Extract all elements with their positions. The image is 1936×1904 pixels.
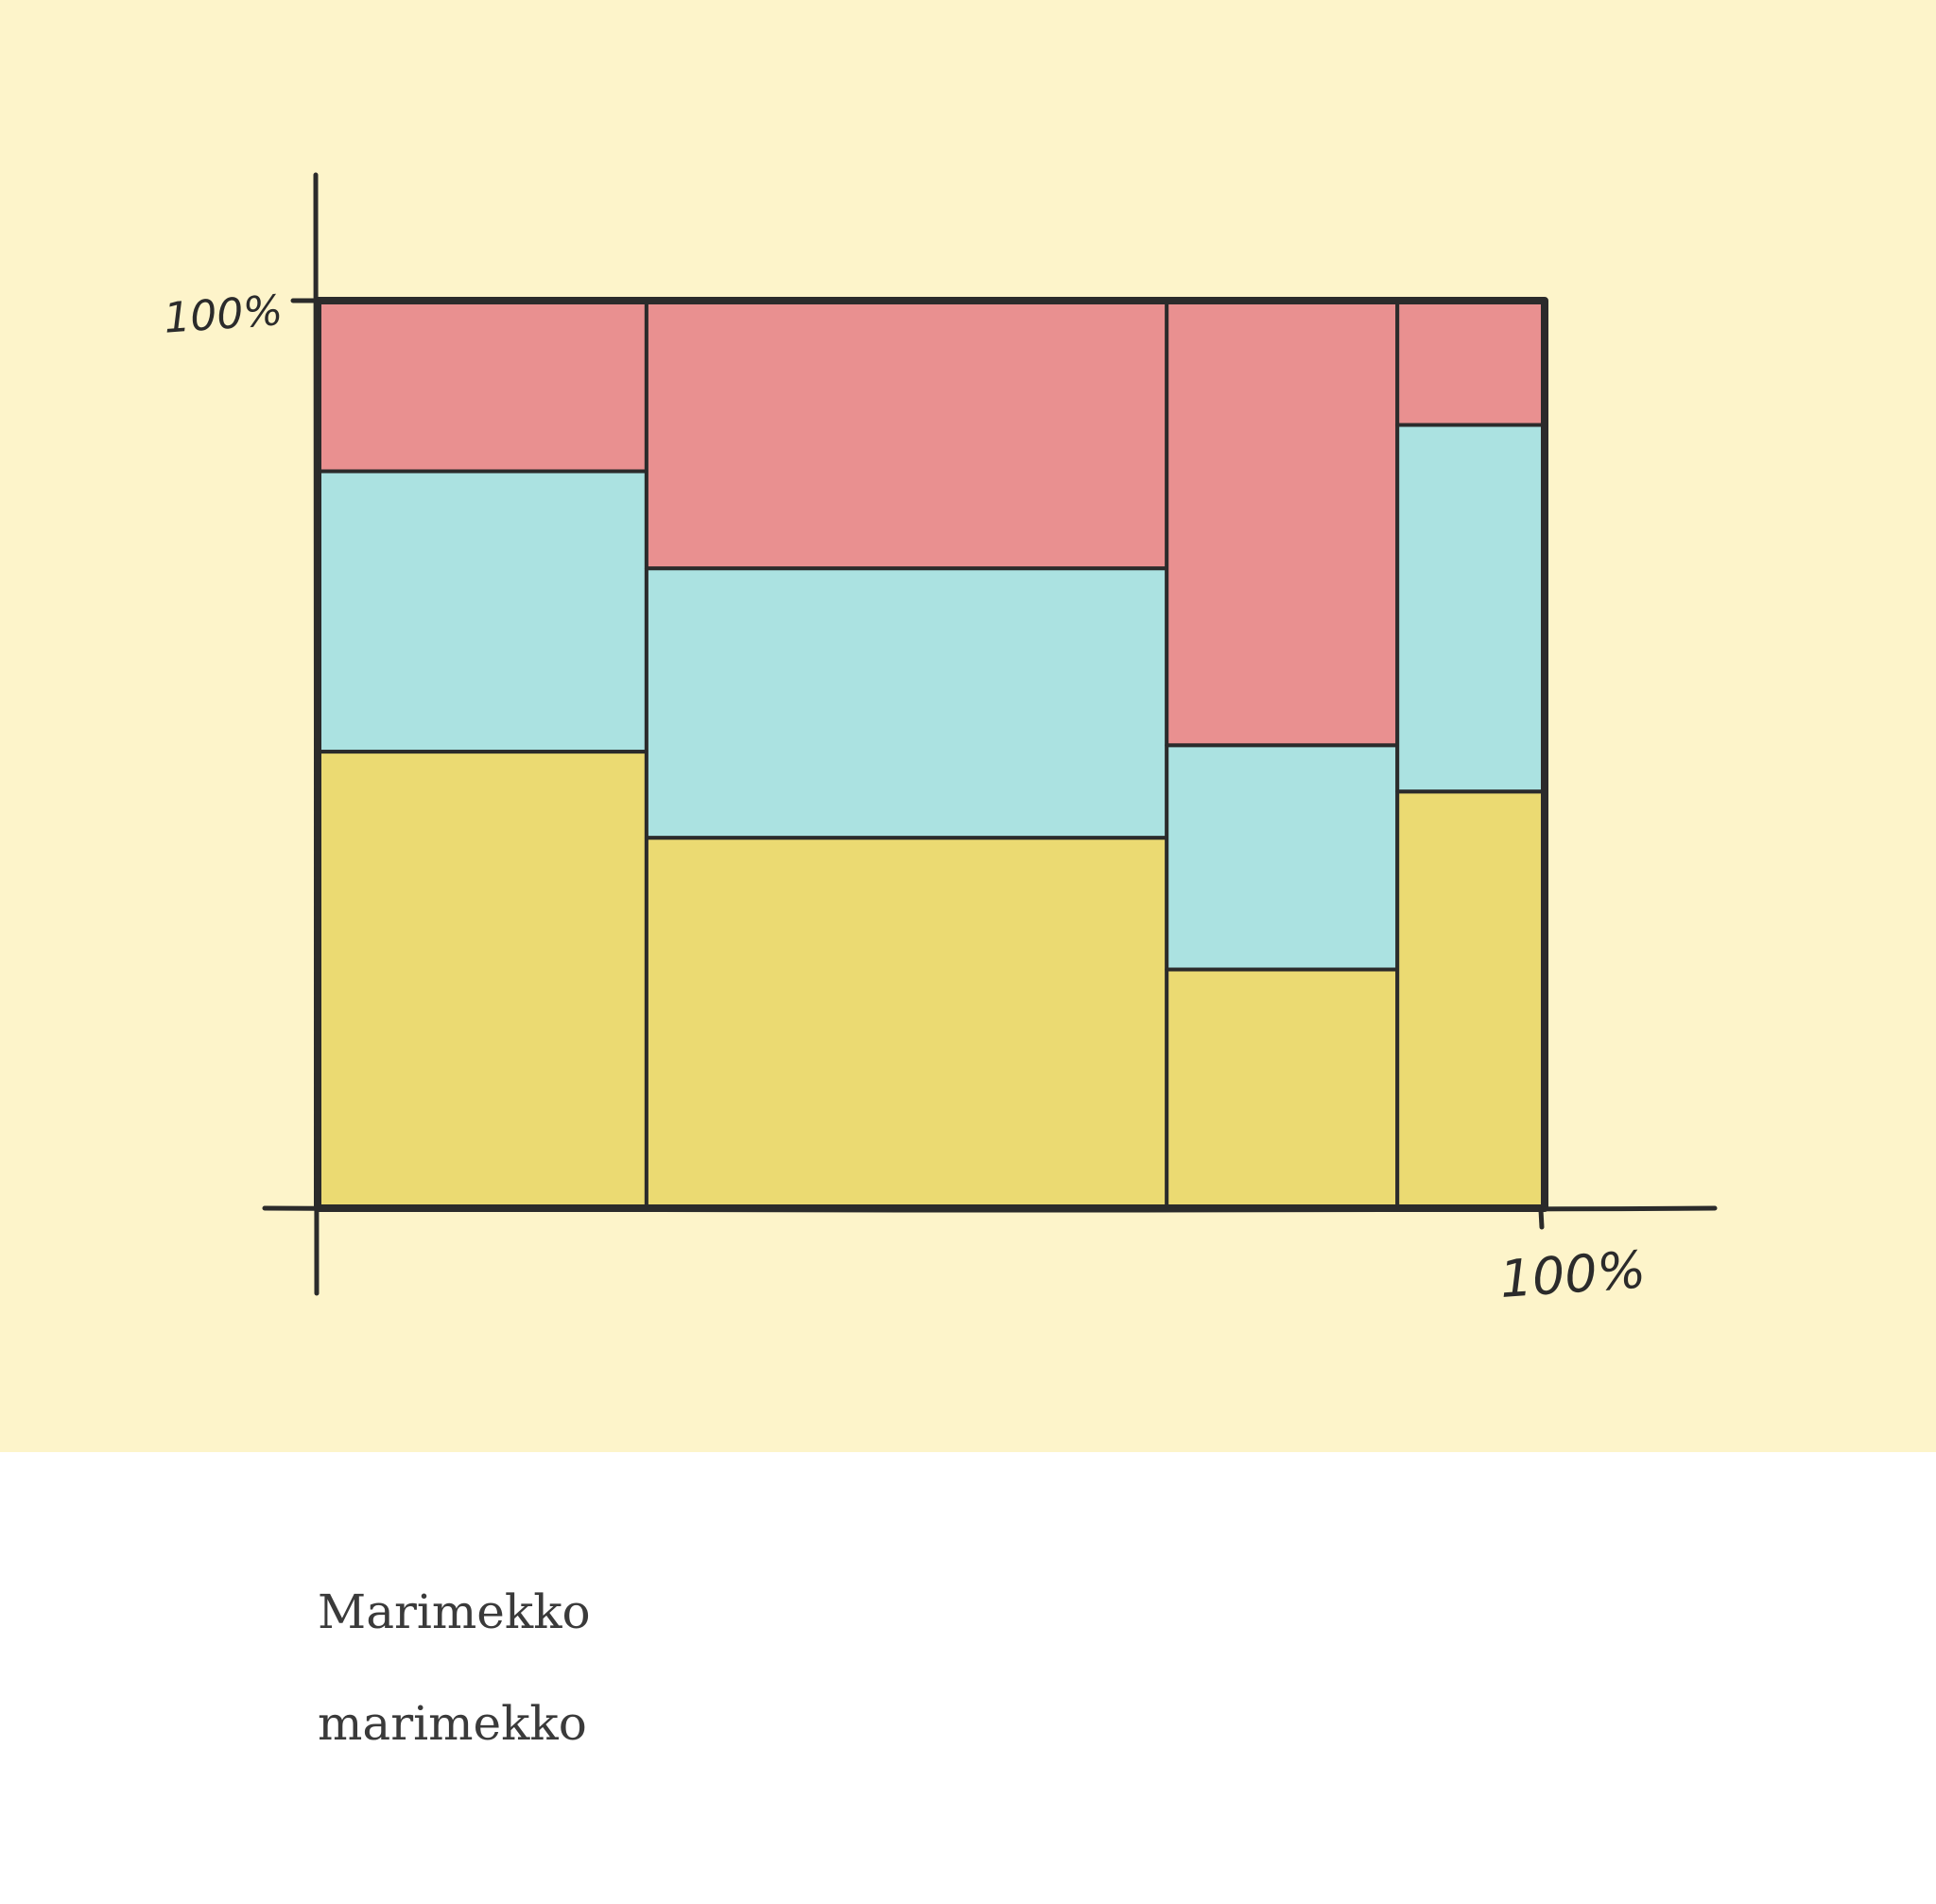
column-1-segment-middle xyxy=(316,469,648,754)
column-3-segment-middle xyxy=(1165,743,1400,972)
x-tick-100 xyxy=(1538,1207,1545,1230)
segments-layer xyxy=(314,297,1548,1212)
column-4-segment-bottom xyxy=(1395,789,1547,1211)
caption: Marimekko marimekko xyxy=(318,1588,591,1747)
column-1-segment-bottom xyxy=(316,750,648,1210)
column-2-segment-middle xyxy=(644,566,1169,840)
caption-title: Marimekko xyxy=(318,1584,591,1639)
column-3-segment-top xyxy=(1165,299,1400,748)
marimekko-chart: 100% 100% xyxy=(0,0,1936,1452)
caption-slug: marimekko xyxy=(318,1696,587,1751)
chart-illustration: 100% 100% xyxy=(0,0,1936,1452)
x-axis-tick-label: 100% xyxy=(1498,1239,1648,1309)
column-2-segment-top xyxy=(644,299,1169,571)
y-axis-tick-label: 100% xyxy=(163,286,285,343)
column-4-segment-top xyxy=(1395,299,1547,427)
x-axis-line xyxy=(262,1205,1718,1213)
column-4-segment-middle xyxy=(1395,423,1547,794)
column-1-segment-top xyxy=(316,299,648,474)
column-2-segment-bottom xyxy=(644,836,1169,1210)
column-3-segment-bottom xyxy=(1165,967,1400,1210)
axes-layer: 100% 100% xyxy=(163,172,1718,1309)
y-axis-line xyxy=(313,172,320,1296)
